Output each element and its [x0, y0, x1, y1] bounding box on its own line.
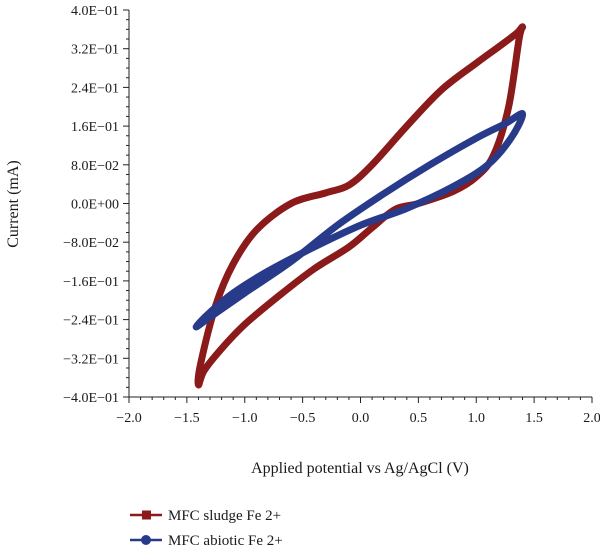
series-line-2 — [192, 110, 527, 331]
x-tick-label: 0.5 — [410, 411, 428, 426]
legend-label: MFC abiotic Fe 2+ — [168, 533, 283, 549]
legend-marker-circle — [141, 535, 151, 545]
tick-labels: −2.0 −1.5 −1.0 −0.5 0.0 0.5 1.0 1.5 2.0 −4.0E−01 −… — [63, 4, 600, 426]
y-tick-label: 2.4E−01 — [71, 81, 119, 96]
y-tick-label: −2.4E−01 — [63, 314, 119, 329]
y-tick-label: 0.0E+00 — [71, 198, 119, 213]
x-tick-label: −2.0 — [116, 411, 141, 426]
x-tick-label: 1.5 — [525, 411, 543, 426]
x-tick-label: −1.0 — [232, 411, 257, 426]
y-tick-label: −1.6E−01 — [63, 275, 119, 290]
axes — [123, 9, 593, 403]
y-tick-label: 4.0E−01 — [71, 4, 119, 19]
x-tick-label: −0.5 — [290, 411, 315, 426]
x-tick-label: 0.0 — [352, 411, 370, 426]
x-tick-label: −1.5 — [174, 411, 199, 426]
y-tick-label: 1.6E−01 — [71, 120, 119, 135]
y-axis-label: Current (mA) — [5, 160, 22, 248]
y-tick-label: 8.0E−02 — [71, 159, 119, 174]
legend: MFC sludge Fe 2+ MFC abiotic Fe 2+ — [130, 508, 283, 549]
legend-entry-1: MFC sludge Fe 2+ — [130, 508, 281, 524]
series-layer — [192, 23, 527, 389]
legend-marker-square — [142, 510, 151, 520]
y-tick-label: −4.0E−01 — [63, 391, 119, 406]
x-tick-label: 2.0 — [583, 411, 600, 426]
y-tick-label: 3.2E−01 — [71, 43, 119, 58]
y-tick-label: −3.2E−01 — [63, 352, 119, 367]
y-tick-label: −8.0E−02 — [63, 236, 119, 251]
x-axis-label: Applied potential vs Ag/AgCl (V) — [251, 460, 469, 477]
legend-entry-2: MFC abiotic Fe 2+ — [130, 533, 283, 549]
series-line-1 — [194, 23, 527, 389]
x-tick-label: 1.0 — [468, 411, 486, 426]
legend-label: MFC sludge Fe 2+ — [168, 508, 281, 524]
